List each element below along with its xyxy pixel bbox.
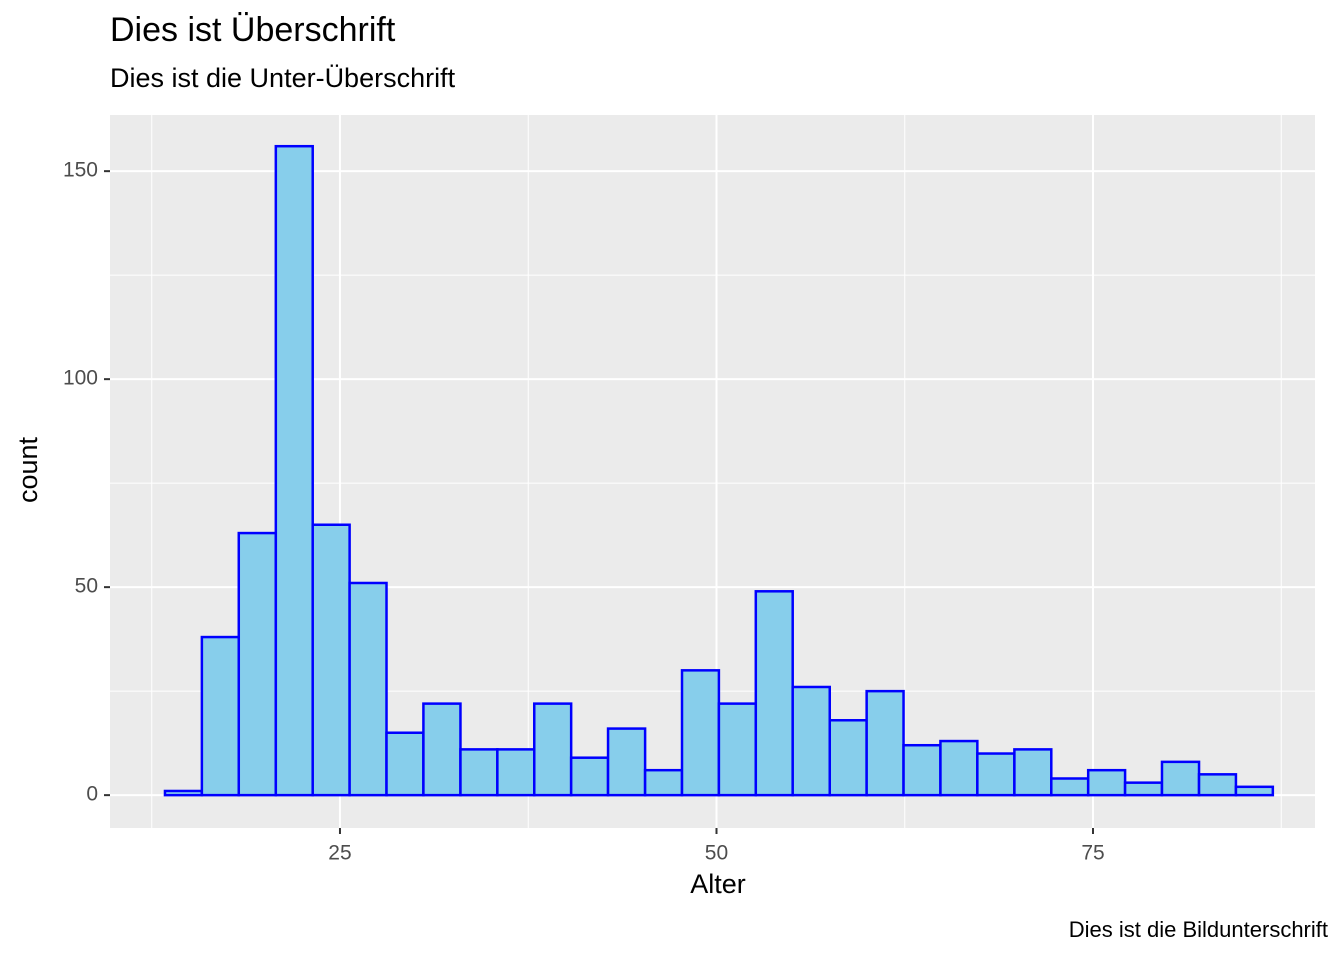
chart-subtitle: Dies ist die Unter-Überschrift [110,63,456,93]
bar [569,756,610,797]
bar [680,669,721,797]
x-tick-label: 75 [1081,842,1104,865]
bar [200,635,241,797]
bar [717,702,758,797]
bar [533,702,573,797]
bar [902,743,942,797]
bar [459,748,499,797]
bar [828,719,868,797]
chart-title: Dies ist Überschrift [110,11,396,49]
y-tick-label: 100 [63,367,98,390]
bar [422,702,462,797]
y-tick-label: 150 [63,159,98,182]
bar [274,144,314,797]
bar [754,590,794,797]
y-tick-label: 50 [75,575,98,598]
x-tick-label: 50 [705,842,728,865]
bar [1050,777,1090,797]
caption: Dies ist die Bildunterschrift [1069,917,1328,942]
x-axis-title: Alter [690,869,746,899]
bar [1160,760,1201,797]
bar [1013,748,1053,797]
bar [237,531,278,797]
bar [865,689,905,797]
bar [643,768,684,797]
bar [1234,785,1275,797]
y-tick-label: 0 [86,783,98,806]
bar [1197,773,1238,797]
bars [163,144,1275,797]
bar [163,789,204,797]
bar [496,748,536,797]
bar [1086,768,1127,797]
y-axis-title: count [13,436,43,503]
bar [606,727,647,797]
bar [348,581,388,797]
bar [385,731,425,797]
bar [1123,781,1164,797]
x-tick-label: 25 [328,842,351,865]
bar [976,752,1016,797]
bar [311,523,351,797]
bar [939,739,979,797]
bar [791,685,831,797]
